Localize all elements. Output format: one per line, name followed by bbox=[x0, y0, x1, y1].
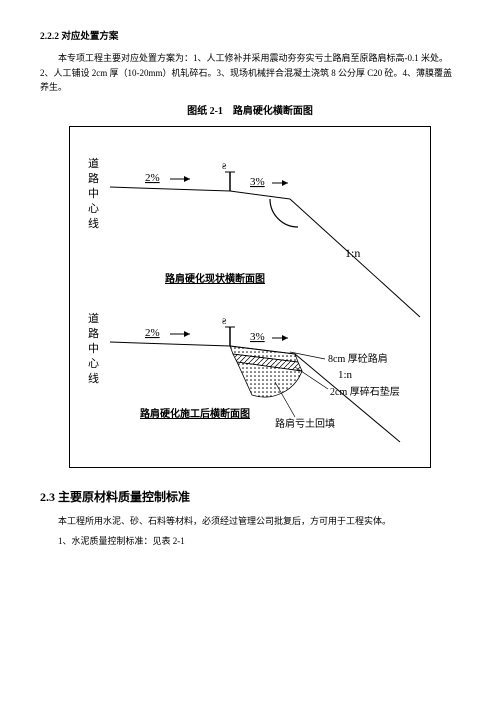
left-label-char: 心 bbox=[88, 202, 99, 215]
post-mark: ₴ bbox=[222, 162, 227, 171]
lower-road-left bbox=[110, 342, 230, 346]
section-2-2-2-heading: 2.2.2 对应处置方案 bbox=[40, 30, 460, 45]
section-2-3-para: 本工程所用水泥、砂、石料等材料，必须经过管理公司批复后，方可用于工程实体。 bbox=[40, 514, 460, 528]
post-mark2: ₴ bbox=[222, 317, 227, 326]
figure-caption: 图纸 2-1 路肩硬化横断面图 bbox=[40, 104, 460, 120]
left-label-char2: 中 bbox=[88, 342, 99, 355]
lower-slope-2: 2% bbox=[145, 327, 160, 339]
section-2-3-item1: 1、水泥质量控制标准：见表 2-1 bbox=[40, 534, 460, 548]
ann-fill: 路肩亏土回填 bbox=[275, 417, 335, 430]
left-label-char2: 心 bbox=[88, 357, 99, 370]
upper-slope-2: 2% bbox=[145, 172, 160, 184]
upper-ratio: 1:n bbox=[345, 246, 360, 260]
upper-subtitle: 路肩硬化现状横断面图 bbox=[165, 272, 265, 285]
arrow-head bbox=[282, 180, 288, 186]
arrow-head bbox=[184, 331, 190, 337]
left-label-char: 路 bbox=[88, 172, 99, 185]
upper-arc bbox=[270, 199, 298, 227]
left-label-char: 道 bbox=[88, 156, 99, 170]
left-label-char: 中 bbox=[88, 187, 99, 200]
left-label-char2: 道 bbox=[88, 311, 99, 325]
arrow-head bbox=[184, 176, 190, 182]
lower-subtitle: 路肩硬化施工后横断面图 bbox=[140, 407, 250, 420]
ann-2cm: 2cm 厚碎石垫层 bbox=[330, 385, 400, 398]
ann-1n: 1:n bbox=[338, 369, 353, 381]
left-label-char2: 路 bbox=[88, 327, 99, 340]
lower-slope-3: 3% bbox=[250, 331, 265, 343]
ann-8cm: 8cm 厚砼路肩 bbox=[328, 352, 388, 365]
upper-road-left bbox=[110, 187, 230, 191]
left-label-char: 线 bbox=[88, 216, 99, 230]
figure-2-1: 道 路 中 心 线 2% ₴ 3% 1:n 路肩硬化现状横断面图 道 路 中 心… bbox=[69, 126, 431, 468]
section-2-3-heading: 2.3 主要原材料质量控制标准 bbox=[40, 488, 460, 507]
upper-shoulder bbox=[230, 191, 290, 199]
left-label-char2: 线 bbox=[88, 371, 99, 385]
upper-slope-3: 3% bbox=[250, 176, 265, 188]
section-2-2-2-para: 本专项工程主要对应处置方案为：1、人工修补并采用震动夯夯实亏土路肩至原路肩标高-… bbox=[40, 51, 460, 94]
arrow-head bbox=[282, 335, 288, 341]
